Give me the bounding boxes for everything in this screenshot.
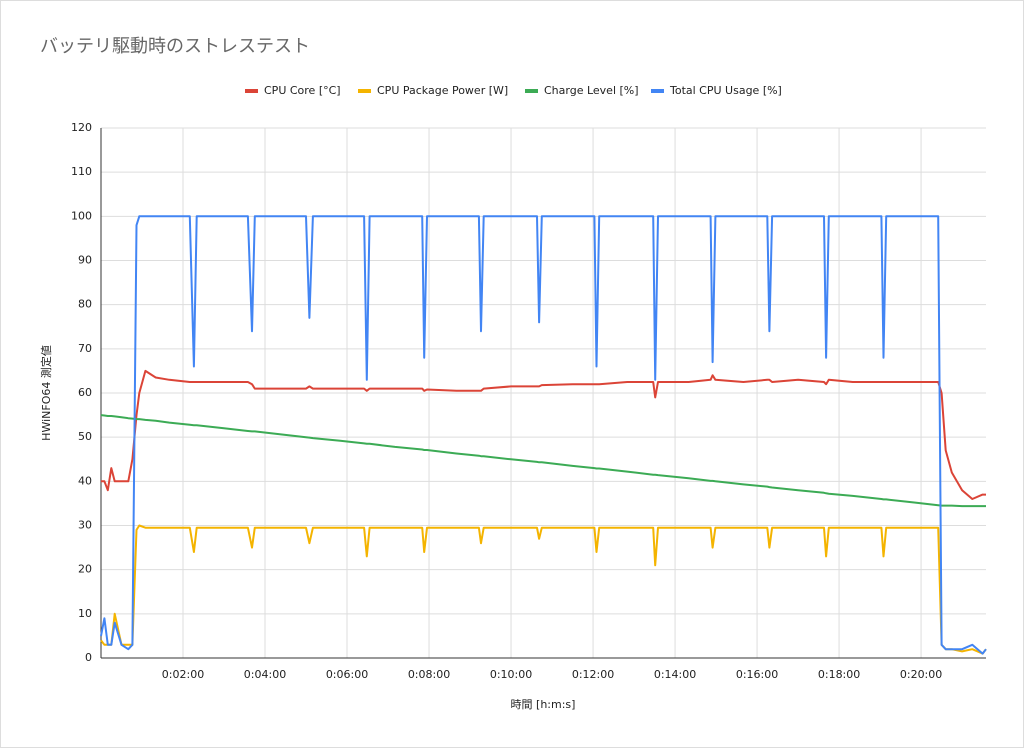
y-tick-label: 20: [78, 563, 92, 576]
y-tick-label: 80: [78, 298, 92, 311]
legend-label: CPU Core [°C]: [264, 84, 341, 97]
y-tick-label: 10: [78, 607, 92, 620]
x-axis-label: 時間 [h:m:s]: [511, 698, 576, 711]
series-line: [100, 414, 986, 508]
x-tick-label: 0:20:00: [900, 668, 942, 681]
x-tick-label: 0:16:00: [736, 668, 778, 681]
series-line: [100, 215, 987, 655]
y-tick-label: 30: [78, 519, 92, 532]
y-tick-label: 60: [78, 386, 92, 399]
x-tick-label: 0:02:00: [162, 668, 204, 681]
x-tick-label: 0:12:00: [572, 668, 614, 681]
y-tick-label: 110: [71, 165, 92, 178]
series-line: [100, 524, 987, 655]
x-tick-label: 0:10:00: [490, 668, 532, 681]
y-tick-label: 70: [78, 342, 92, 355]
legend-label: Total CPU Usage [%]: [669, 84, 782, 97]
series-line: [101, 369, 986, 500]
x-tick-label: 0:06:00: [326, 668, 368, 681]
x-tick-label: 0:14:00: [654, 668, 696, 681]
legend-label: Charge Level [%]: [544, 84, 639, 97]
legend-label: CPU Package Power [W]: [377, 84, 508, 97]
y-tick-label: 100: [71, 209, 92, 222]
y-tick-label: 0: [85, 651, 92, 664]
y-axis-label: HWiNFO64 測定値: [39, 345, 53, 441]
chart-title: バッテリ駆動時のストレステスト: [40, 36, 310, 57]
x-tick-label: 0:08:00: [408, 668, 450, 681]
y-tick-label: 40: [78, 474, 92, 487]
y-tick-label: 50: [78, 430, 92, 443]
x-tick-label: 0:04:00: [244, 668, 286, 681]
x-tick-label: 0:18:00: [818, 668, 860, 681]
y-tick-label: 90: [78, 254, 92, 267]
y-tick-label: 120: [71, 121, 92, 134]
